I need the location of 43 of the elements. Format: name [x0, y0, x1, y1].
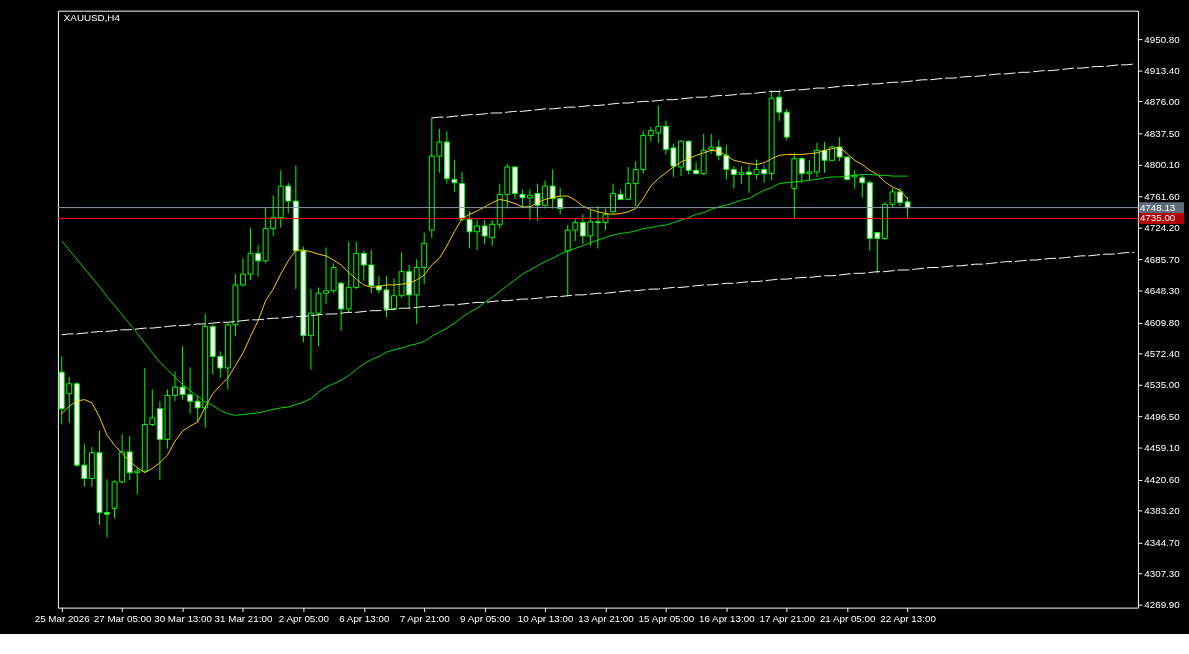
- line-series: [61, 173, 909, 416]
- y-tick-label: 4724.20: [1144, 221, 1181, 233]
- line-series: [61, 146, 909, 474]
- x-tick-label: 15 Apr 05:00: [638, 612, 695, 624]
- y-tick-label: 4344.70: [1144, 537, 1181, 549]
- x-tick-label: 2 Apr 05:00: [278, 612, 330, 624]
- y-tick-label: 4876.00: [1144, 95, 1181, 107]
- candlestick: [700, 133, 707, 176]
- y-tick-label: 4383.20: [1144, 505, 1181, 517]
- y-tick-label: 4269.90: [1144, 599, 1181, 611]
- x-tick-label: 31 Mar 21:00: [214, 612, 273, 624]
- y-tick-label: 4609.80: [1144, 316, 1181, 328]
- y-tick-label: 4685.70: [1144, 253, 1181, 265]
- x-tick-label: 21 Apr 05:00: [819, 612, 876, 624]
- y-tick-label: 4913.40: [1144, 64, 1181, 76]
- y-tick-label: 4420.60: [1144, 474, 1181, 486]
- x-tick-label: 7 Apr 21:00: [399, 612, 451, 624]
- chart-title: XAUUSD,H4: [63, 12, 121, 24]
- y-tick-label: 4950.80: [1144, 33, 1181, 45]
- y-tick-label: 4496.50: [1144, 411, 1181, 423]
- line-series: [61, 252, 1135, 336]
- x-tick-label: 16 Apr 13:00: [699, 612, 756, 624]
- y-tick-label: 4761.60: [1144, 190, 1181, 202]
- y-tick-label: 4307.30: [1144, 568, 1181, 580]
- candlestick: [451, 159, 458, 193]
- y-tick-label: 4648.30: [1144, 284, 1181, 296]
- x-tick-label: 25 Mar 2026: [34, 612, 91, 624]
- x-tick-label: 17 Apr 21:00: [759, 612, 816, 624]
- candlestick: [708, 133, 715, 155]
- y-tick-label: 4459.10: [1144, 442, 1181, 454]
- y-tick-label: 4572.40: [1144, 347, 1181, 359]
- y-tick-label: 4800.10: [1144, 158, 1181, 170]
- x-tick-label: 27 Mar 05:00: [93, 612, 153, 624]
- x-tick-label: 13 Apr 21:00: [578, 612, 635, 624]
- ref-line-label: 4748.13: [1139, 201, 1176, 213]
- x-tick-label: 30 Mar 13:00: [154, 612, 213, 624]
- y-tick-label: 4837.50: [1144, 127, 1181, 139]
- x-tick-label: 22 Apr 13:00: [880, 612, 937, 624]
- x-tick-label: 10 Apr 13:00: [517, 612, 574, 624]
- ref-line-label: 4735.00: [1139, 212, 1176, 224]
- x-tick-label: 9 Apr 05:00: [460, 612, 511, 624]
- x-tick-label: 6 Apr 13:00: [339, 612, 390, 624]
- y-tick-label: 4535.00: [1144, 379, 1181, 391]
